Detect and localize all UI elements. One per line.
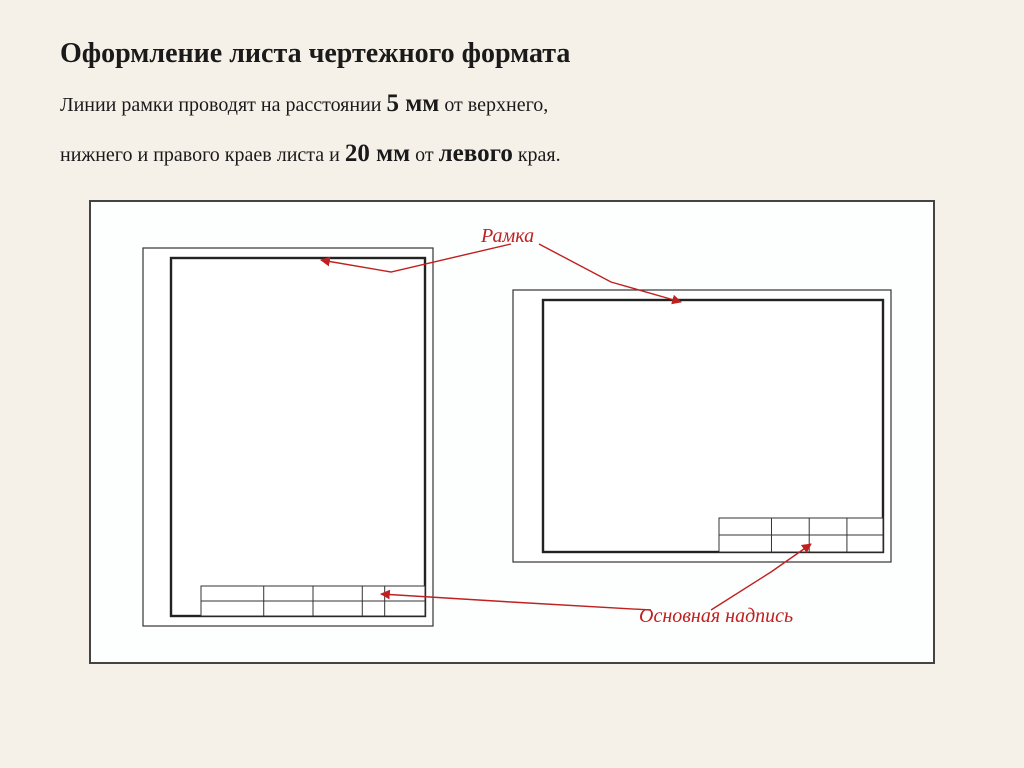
text-fragment: от верхнего, (444, 94, 548, 116)
body-line-1: Линии рамки проводят на расстоянии 5 мм … (60, 84, 964, 124)
svg-text:Основная надпись: Основная надпись (639, 605, 793, 627)
text-fragment: от (415, 144, 438, 166)
value-5mm: 5 мм (387, 90, 440, 117)
diagram-container: Рамка Основная надпись (89, 200, 935, 664)
body-line-2: нижнего и правого краев листа и 20 мм от… (60, 134, 964, 174)
value-20mm: 20 мм (345, 140, 410, 167)
text-fragment: нижнего и правого краев листа и (60, 144, 345, 166)
text-fragment: края. (518, 144, 561, 166)
page-title: Оформление листа чертежного формата (60, 38, 964, 70)
svg-text:Рамка: Рамка (480, 225, 534, 247)
text-fragment: Линии рамки проводят на расстоянии (60, 94, 387, 116)
diagram-svg: Рамка Основная надпись (91, 202, 933, 662)
value-left: левого (439, 140, 513, 167)
